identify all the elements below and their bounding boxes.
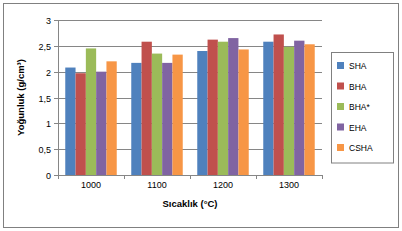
y-axis (58, 20, 59, 175)
x-tick (58, 175, 59, 179)
x-tick-label: 1100 (147, 180, 166, 190)
x-tick-label: 1300 (279, 180, 299, 190)
chart-svg: 0 0,5 1 1,5 2 2,5 3 1000 1100 1200 1300 Sıcaklık (°… (0, 0, 402, 231)
legend-label: BHA (349, 82, 367, 92)
y-tick-label: 2,5 (38, 42, 51, 52)
legend-swatch (337, 62, 344, 69)
bar (294, 41, 304, 175)
y-tick-label: 2 (46, 68, 51, 78)
legend-label: EHA (349, 123, 367, 133)
y-tick (54, 175, 58, 176)
x-tick (124, 175, 125, 179)
bar (197, 51, 207, 175)
y-tick (54, 72, 58, 73)
bar (162, 63, 172, 175)
y-tick (54, 20, 58, 21)
bar (172, 55, 182, 175)
bar (263, 42, 273, 175)
bar (152, 54, 162, 175)
y-tick-label: 1 (46, 119, 51, 129)
bar (86, 48, 96, 175)
bar (238, 49, 248, 175)
x-tick-label: 1000 (81, 180, 101, 190)
chart-frame (4, 4, 399, 228)
legend-label: BHA* (349, 102, 370, 112)
y-tick-label: 1,5 (38, 94, 51, 104)
bar (96, 72, 106, 175)
grid-line (58, 20, 322, 21)
bar (65, 68, 75, 175)
legend-swatch (337, 83, 344, 90)
x-tick-label: 1200 (213, 180, 233, 190)
y-tick-label: 3 (46, 16, 51, 26)
y-tick (54, 123, 58, 124)
y-tick (54, 98, 58, 99)
x-tick (190, 175, 191, 179)
bar (208, 40, 218, 175)
bars (65, 34, 314, 175)
bar (228, 38, 238, 175)
bar (106, 61, 116, 175)
y-tick-label: 0,5 (38, 145, 51, 155)
legend-label: CSHA (349, 143, 373, 153)
chart-container: 0 0,5 1 1,5 2 2,5 3 1000 1100 1200 1300 Sıcaklık (°… (0, 0, 402, 231)
y-tick (54, 46, 58, 47)
y-tick-label: 0 (46, 171, 51, 181)
legend-swatch (337, 144, 344, 151)
y-tick (54, 149, 58, 150)
legend-swatch (337, 103, 344, 110)
bar (76, 73, 86, 175)
bar (304, 44, 314, 175)
x-tick (322, 175, 323, 179)
legend-swatch (337, 124, 344, 131)
bar (218, 42, 228, 175)
x-tick (256, 175, 257, 179)
legend-label: SHA (349, 61, 367, 71)
bar (142, 42, 152, 175)
x-axis-title: Sıcaklık (°C) (162, 198, 217, 209)
y-axis-title: Yoğunluk (g/cm³) (15, 59, 26, 136)
legend-frame (332, 53, 394, 164)
bar (274, 34, 284, 175)
bar (131, 63, 141, 175)
bar (284, 47, 294, 175)
